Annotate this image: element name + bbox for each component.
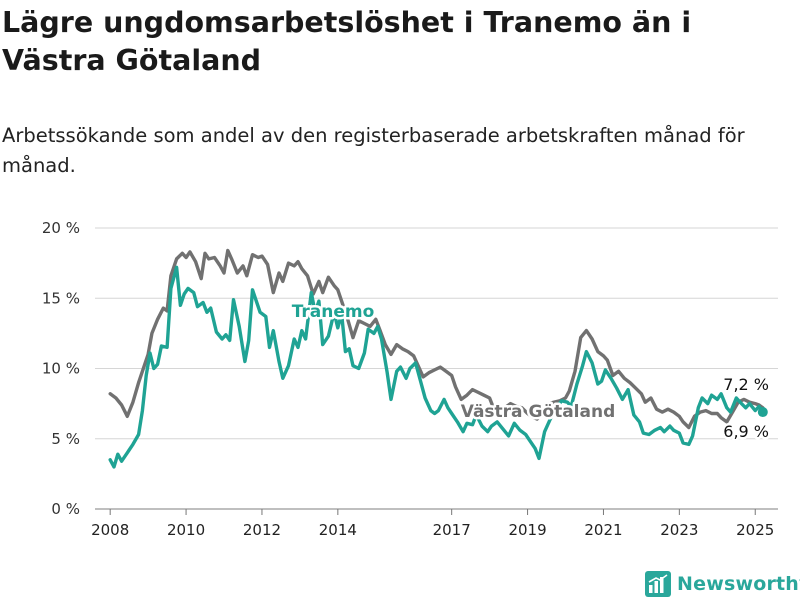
x-tick-label: 2021 [584,521,622,539]
series-label-tranemo: Tranemo [292,302,375,322]
series-labels: Västra Götaland Tranemo 7,2 % 6,9 % [289,300,771,444]
y-tick-label: 5 % [51,430,80,448]
y-tick-label: 0 % [51,500,80,518]
x-tick-label: 2008 [91,521,129,539]
y-tick-label: 10 % [42,360,80,378]
end-value-label-vastra-gotaland: 7,2 % [723,375,769,394]
x-tick-label: 2010 [167,521,205,539]
x-tick-label: 2023 [660,521,698,539]
series-lines [108,248,768,469]
brand-name: Newsworthy [677,573,800,595]
x-tick-label: 2019 [508,521,546,539]
end-value-label-tranemo: 6,9 % [723,422,769,441]
x-tick-label: 2025 [736,521,774,539]
chart-subtitle: Arbetssökande som andel av den registerb… [2,124,745,177]
y-tick-label: 15 % [42,289,80,307]
y-tick-label: 20 % [42,219,80,237]
chart-title: Lägre ungdomsarbetslöshet i Tranemo än i… [2,6,692,77]
newsworthy-logo-icon [645,571,671,597]
series-line-tranemo [108,265,765,469]
x-tick-label: 2017 [433,521,471,539]
x-axis-ticks: 2008 2010 2012 2014 2017 2019 2021 2023 2025 [91,509,774,539]
series-label-vastra-gotaland: Västra Götaland [461,402,616,422]
series-line-vastra-gotaland [108,248,765,430]
series-end-dot [757,407,768,418]
x-tick-label: 2014 [319,521,357,539]
y-axis-ticks: 0 % 5 % 10 % 15 % 20 % [42,219,80,518]
x-tick-label: 2012 [243,521,281,539]
brand-logo: Newsworthy [645,569,800,599]
